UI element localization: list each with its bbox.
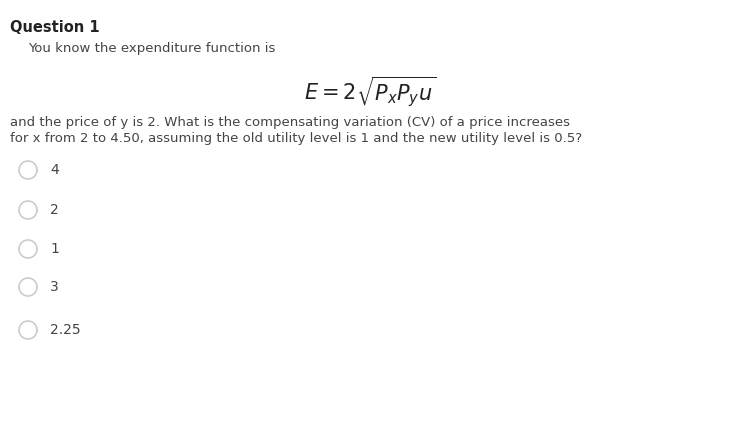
Text: 3: 3 bbox=[50, 280, 59, 294]
Text: and the price of y is 2. What is the compensating variation (CV) of a price incr: and the price of y is 2. What is the com… bbox=[10, 116, 570, 129]
Text: Question 1: Question 1 bbox=[10, 20, 100, 35]
Text: 1: 1 bbox=[50, 242, 59, 256]
Text: for x from 2 to 4.50, assuming the old utility level is 1 and the new utility le: for x from 2 to 4.50, assuming the old u… bbox=[10, 132, 582, 145]
Text: You know the expenditure function is: You know the expenditure function is bbox=[28, 42, 275, 55]
Text: 2.25: 2.25 bbox=[50, 323, 81, 337]
Text: $E = 2\sqrt{P_x P_y u}$: $E = 2\sqrt{P_x P_y u}$ bbox=[304, 74, 436, 110]
Text: 4: 4 bbox=[50, 163, 59, 177]
Text: 2: 2 bbox=[50, 203, 59, 217]
